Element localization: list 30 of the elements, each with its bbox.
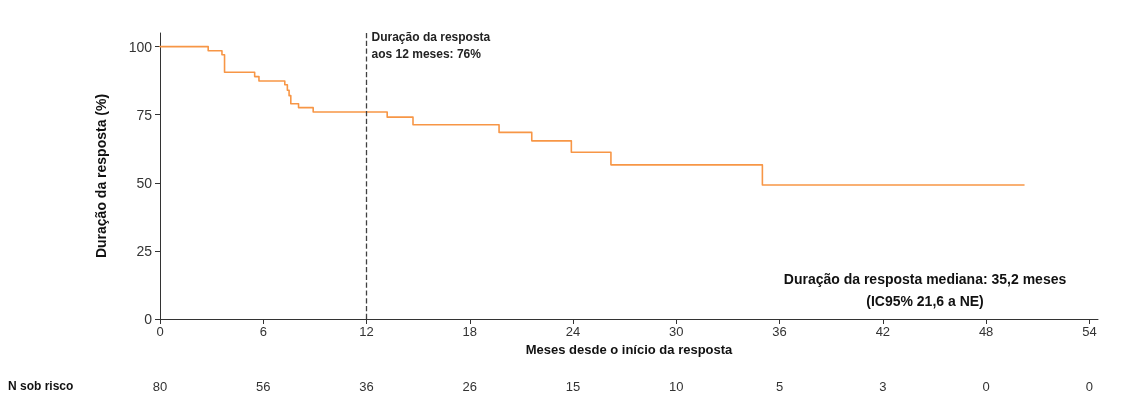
text: 0 xyxy=(1085,378,1094,394)
text: 3 xyxy=(879,378,887,394)
x-tick-label: 12 xyxy=(359,324,374,339)
x-tick-label: 30 xyxy=(669,324,684,339)
x-tick-label: 18 xyxy=(462,324,478,339)
y-axis-title: Duração da resposta (%) xyxy=(93,93,109,259)
y-tick-label: 25 xyxy=(136,242,153,259)
x-tick-label: 6 xyxy=(259,324,267,339)
x-tick-label: 36 xyxy=(772,324,787,339)
x-tick-label: 0 xyxy=(156,324,164,339)
text: 36 xyxy=(359,378,374,394)
y-tick-label: 75 xyxy=(136,106,153,123)
text: 10 xyxy=(669,378,684,394)
ref-line-label: Duração da resposta aos 12 meses: 76% xyxy=(371,29,491,61)
y-tick-label: 0 xyxy=(144,311,153,327)
x-tick-label: 54 xyxy=(1082,324,1097,339)
y-tick-label: 50 xyxy=(136,174,153,191)
y-tick-label: 100 xyxy=(128,38,153,55)
text: 80 xyxy=(152,378,168,394)
x-axis-title: Meses desde o início da resposta xyxy=(525,341,734,357)
text: N sob risco xyxy=(8,379,74,393)
x-tick-label: 48 xyxy=(978,324,994,339)
text: 5 xyxy=(775,378,784,394)
x-tick-label: 24 xyxy=(565,324,581,339)
x-tick-label: 42 xyxy=(875,324,891,339)
annotation: Duração da resposta mediana: 35,2 meses (IC95% 21,6 a NE) xyxy=(783,271,1067,309)
text: 26 xyxy=(462,378,478,394)
text: 56 xyxy=(256,378,271,394)
text: 0 xyxy=(982,378,990,394)
text: 15 xyxy=(565,378,581,394)
